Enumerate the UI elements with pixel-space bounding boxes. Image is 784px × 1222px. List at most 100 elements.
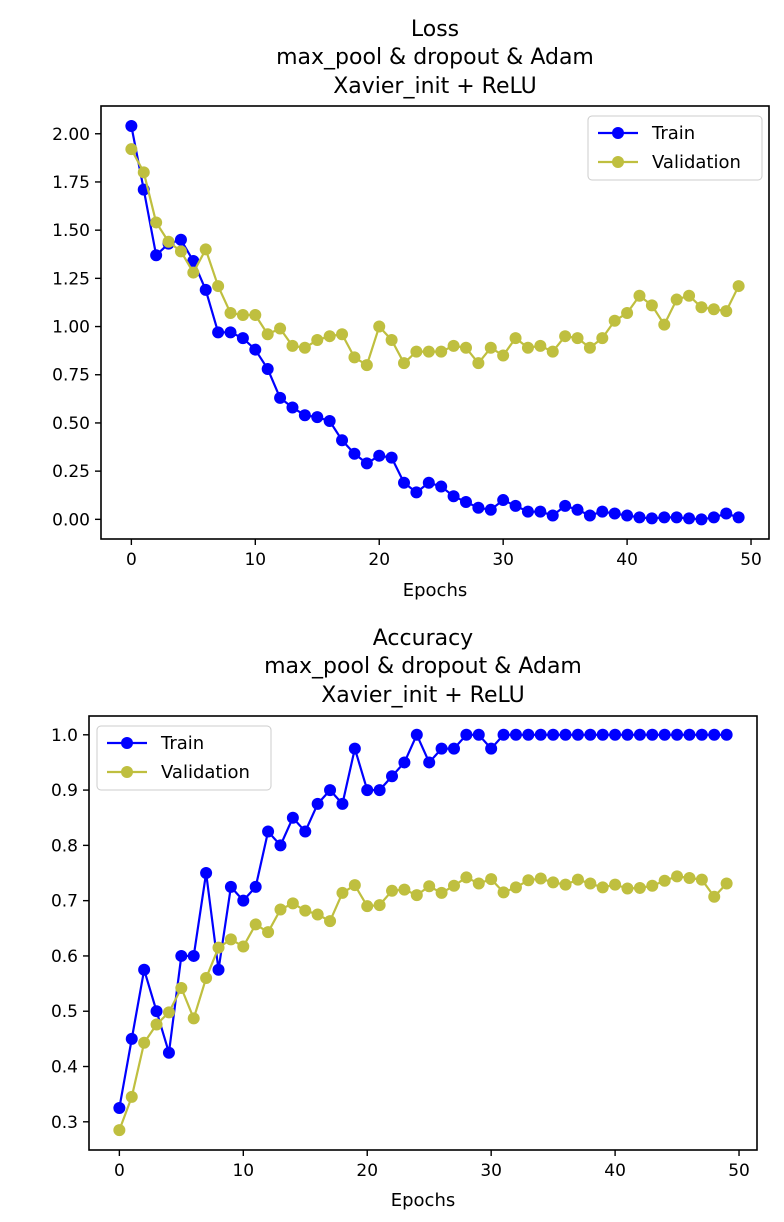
loss-validation-series-point <box>373 320 386 333</box>
acc-train-series-point <box>150 1005 163 1018</box>
acc-validation-series-point <box>274 903 287 916</box>
loss-xtick-label: 30 <box>492 550 514 570</box>
loss-train-series-point <box>559 499 572 512</box>
acc-train-series <box>113 728 733 1114</box>
acc-legend-label-validation: Validation <box>161 762 250 783</box>
loss-validation-series-point <box>596 332 609 345</box>
loss-ytick-label: 0.50 <box>52 414 90 434</box>
loss-ytick-label: 0.75 <box>52 366 90 386</box>
loss-train-series-point <box>484 503 497 516</box>
loss-train-series-point <box>298 409 311 422</box>
loss-validation-series-point <box>137 166 150 179</box>
acc-train-series-point <box>410 728 423 741</box>
loss-validation-series-point <box>311 334 324 347</box>
loss-validation-series-point <box>521 341 534 354</box>
acc-validation-series-point <box>584 877 597 890</box>
acc-validation-series-point <box>695 873 708 886</box>
loss-validation-series-point <box>274 322 287 335</box>
acc-train-series-point <box>658 728 671 741</box>
acc-validation-series-point <box>336 886 349 899</box>
acc-train-series-point <box>695 728 708 741</box>
loss-ytick-label: 1.25 <box>52 269 90 289</box>
loss-train-series-point <box>683 512 696 525</box>
loss-legend-marker-train <box>612 127 624 139</box>
loss-validation-series-point <box>360 359 373 372</box>
acc-validation-series-point <box>262 926 275 939</box>
loss-train-series-point <box>534 505 547 518</box>
acc-train-series-point <box>671 728 684 741</box>
loss-validation-series-point <box>645 299 658 312</box>
loss-train-series-point <box>373 449 386 462</box>
acc-train-series-point <box>584 728 597 741</box>
loss-xtick-label: 10 <box>244 550 266 570</box>
acc-train-series-point <box>621 728 634 741</box>
loss-legend-label-train: Train <box>651 123 695 144</box>
loss-ytick-label: 1.75 <box>52 173 90 193</box>
loss-train-series-point <box>621 509 634 522</box>
loss-legend-label-validation: Validation <box>652 152 741 173</box>
loss-ytick-label: 0.25 <box>52 462 90 482</box>
acc-ytick-label: 0.5 <box>51 1002 78 1022</box>
loss-train-series-point <box>224 326 237 339</box>
loss-train-series-point <box>348 447 361 460</box>
acc-validation-series-point <box>571 873 584 886</box>
loss-validation-series-point <box>199 243 212 256</box>
loss-validation-series-point <box>435 345 448 358</box>
acc-train-series-point <box>485 742 498 755</box>
acc-validation-series-point <box>497 886 510 899</box>
acc-validation-series-point <box>559 878 572 891</box>
loss-train-series-point <box>249 343 262 356</box>
acc-validation-series-point <box>150 1018 163 1031</box>
loss-train-series-point <box>336 434 349 447</box>
acc-validation-series-point <box>162 1006 175 1019</box>
acc-train-series-point <box>522 728 535 741</box>
acc-train-series-point <box>386 770 399 783</box>
acc-train-series-point <box>683 728 696 741</box>
acc-xtick-label: 10 <box>232 1161 254 1181</box>
loss-title-line-1: Loss <box>411 17 459 42</box>
loss-validation-series-point <box>323 330 336 343</box>
acc-train-series-line <box>118 733 727 1109</box>
acc-train-series-point <box>187 949 200 962</box>
loss-train-series-point <box>546 509 559 522</box>
loss-validation-series-point <box>484 341 497 354</box>
acc-validation-series-point <box>113 1124 126 1137</box>
loss-validation-series-point <box>583 341 596 354</box>
acc-ytick-label: 0.4 <box>51 1058 78 1078</box>
loss-validation-series-point <box>422 345 435 358</box>
acc-legend: Train Validation <box>96 725 272 791</box>
loss-validation-series-point <box>261 328 274 341</box>
acc-train-series-point <box>559 728 572 741</box>
loss-train-series-point <box>385 451 398 464</box>
acc-validation-series-point <box>720 877 733 890</box>
acc-validation-series-point <box>683 871 696 884</box>
acc-train-series-point <box>311 797 324 810</box>
loss-train-series-point <box>199 283 212 296</box>
loss-validation-series <box>125 143 745 372</box>
acc-ytick-label: 0.3 <box>51 1113 78 1133</box>
loss-validation-series-point <box>348 351 361 364</box>
loss-validation-series-point <box>398 357 411 370</box>
loss-xtick-label: 0 <box>126 550 137 570</box>
acc-train-series-point <box>571 728 584 741</box>
loss-train-series-point <box>261 362 274 375</box>
loss-validation-series-point <box>683 289 696 302</box>
acc-train-series-point <box>547 728 560 741</box>
loss-ytick-label: 0.00 <box>52 510 90 530</box>
acc-train-series-point <box>373 784 386 797</box>
loss-ytick-label: 1.00 <box>52 318 90 338</box>
loss-chart: Loss max_pool & dropout & Adam Xavier_init… <box>52 17 770 601</box>
loss-validation-series-point <box>534 339 547 352</box>
loss-validation-series-point <box>224 307 237 320</box>
loss-validation-series-point <box>732 280 745 293</box>
loss-train-series-point <box>125 120 138 133</box>
acc-train-series-point <box>249 880 262 893</box>
acc-train-series-point <box>348 742 361 755</box>
acc-train-series-point <box>423 756 436 769</box>
loss-train-series-point <box>472 501 485 514</box>
loss-validation-series-point <box>658 318 671 331</box>
loss-train-series-point <box>658 511 671 524</box>
loss-validation-series-point <box>633 289 646 302</box>
acc-legend-marker-validation <box>121 766 133 778</box>
acc-train-series-point <box>596 728 609 741</box>
